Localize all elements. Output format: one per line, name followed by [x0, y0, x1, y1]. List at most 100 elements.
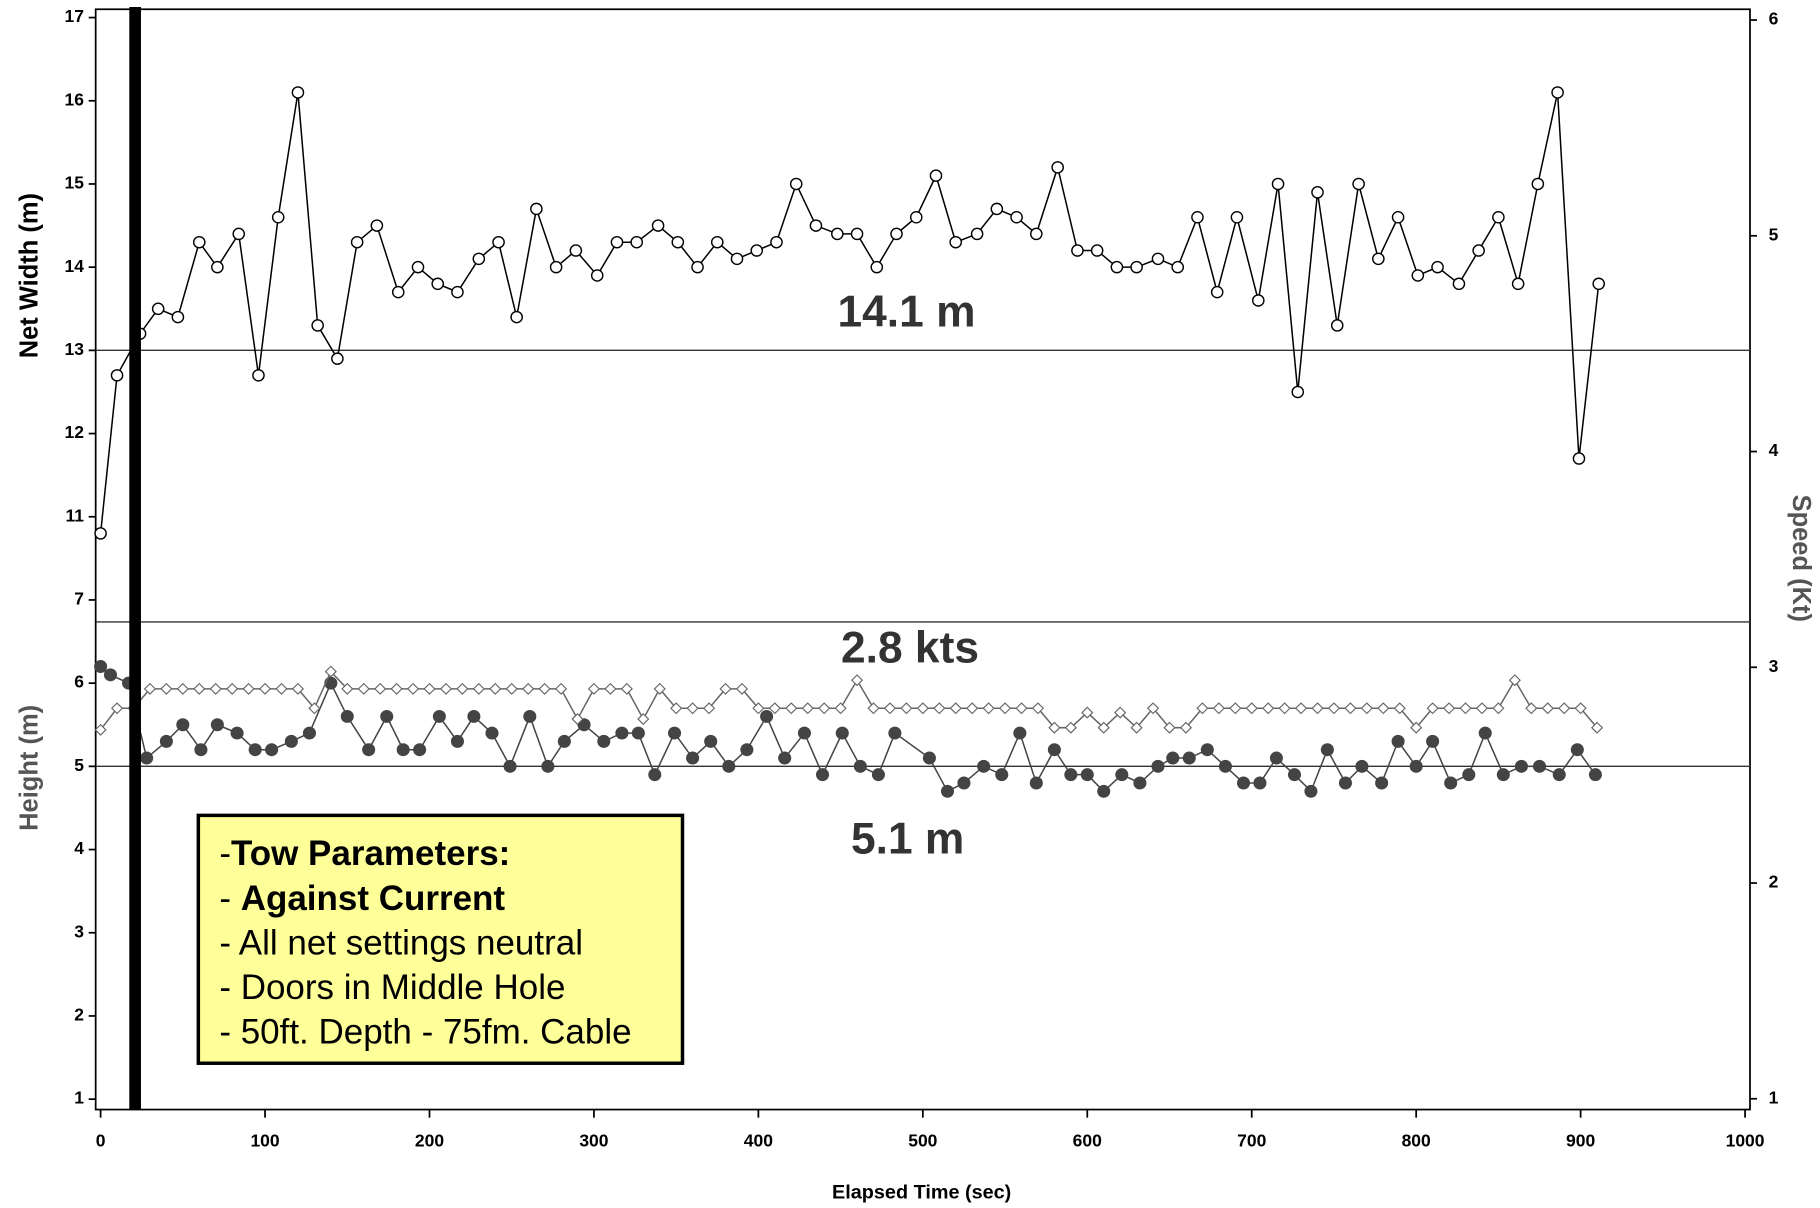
point-marker — [103, 668, 118, 682]
point-marker — [1478, 726, 1492, 740]
diamond-marker — [916, 702, 929, 715]
diamond-marker — [374, 682, 387, 695]
diamond-marker — [1278, 702, 1291, 715]
diamond-marker — [998, 702, 1012, 715]
point-marker — [1409, 759, 1423, 773]
point-marker — [1572, 452, 1586, 465]
point-marker — [176, 718, 190, 732]
diamond-marker — [489, 682, 502, 695]
diamond-marker — [818, 702, 831, 715]
y2-tick-label: 2 — [1769, 872, 1779, 892]
diamond-marker — [834, 702, 847, 715]
diamond-marker — [900, 702, 913, 715]
diamond-marker — [933, 702, 946, 715]
y-tick-label: 3 — [74, 921, 84, 941]
diamond-marker — [1574, 702, 1587, 715]
x-tick-label: 0 — [96, 1131, 106, 1151]
point-marker — [1097, 784, 1111, 798]
diamond-marker — [1229, 702, 1242, 715]
point-marker — [1431, 260, 1444, 274]
point-marker — [691, 260, 704, 274]
height-axis-title: Height (m) — [15, 705, 43, 831]
diamond-marker — [1393, 702, 1406, 715]
diamond-marker — [1081, 706, 1094, 719]
point-marker — [809, 219, 823, 232]
diamond-marker — [439, 682, 453, 695]
point-marker — [970, 227, 984, 241]
diamond-marker — [571, 713, 584, 726]
diamond-marker — [1064, 721, 1077, 734]
diamond-marker — [258, 682, 272, 695]
diamond-marker — [1146, 702, 1160, 715]
y-tick-label: 14 — [65, 256, 85, 276]
point-marker — [467, 709, 481, 723]
point-marker — [210, 718, 224, 732]
point-marker — [870, 260, 884, 274]
text-box-part: Against Current — [241, 879, 506, 918]
point-marker — [631, 726, 645, 740]
series-line — [99, 92, 1600, 534]
point-marker — [302, 726, 316, 740]
point-marker — [1269, 751, 1283, 765]
y2-tick-label: 4 — [1769, 440, 1779, 460]
point-marker — [380, 709, 394, 723]
point-marker — [485, 726, 499, 740]
point-marker — [1291, 385, 1305, 399]
diamond-marker — [801, 702, 814, 715]
diamond-marker — [1508, 674, 1521, 687]
point-marker — [432, 709, 446, 723]
diamond-marker — [538, 682, 551, 695]
diamond-marker — [1212, 702, 1225, 715]
point-marker — [1338, 776, 1352, 790]
diamond-marker — [785, 702, 798, 715]
point-marker — [396, 743, 410, 757]
point-marker — [1391, 210, 1405, 224]
text-box-line: - Against Current — [219, 879, 505, 918]
x-axis-title: Elapsed Time (sec) — [832, 1182, 1011, 1204]
x-tick-label: 600 — [1073, 1131, 1102, 1151]
y-tick-label: 7 — [74, 589, 84, 609]
point-marker — [730, 252, 744, 266]
point-marker — [1218, 759, 1232, 773]
y-tick-label: 4 — [74, 838, 84, 858]
text-box-part: - — [219, 834, 231, 873]
diamond-marker — [160, 682, 173, 695]
diamond-marker — [735, 682, 749, 695]
diamond-marker — [966, 702, 979, 715]
point-marker — [1253, 776, 1267, 790]
point-marker — [590, 269, 604, 282]
point-marker — [1592, 277, 1606, 291]
point-marker — [1130, 260, 1143, 274]
point-marker — [1588, 768, 1602, 782]
text-box-line: - 50ft. Depth - 75fm. Cable — [219, 1013, 631, 1052]
point-marker — [1080, 768, 1094, 782]
diamond-marker — [1426, 702, 1439, 715]
diamond-marker — [1377, 702, 1390, 715]
text-box-part: - All net settings neutral — [219, 923, 583, 962]
point-marker — [110, 369, 124, 382]
point-marker — [230, 726, 244, 740]
x-tick-label: 300 — [579, 1131, 608, 1151]
point-marker — [740, 743, 754, 757]
point-marker — [1511, 277, 1525, 291]
point-marker — [1531, 177, 1545, 191]
diamond-marker — [456, 682, 469, 695]
point-marker — [1010, 210, 1023, 224]
point-marker — [835, 726, 849, 740]
point-marker — [1171, 260, 1185, 274]
diamond-marker — [1344, 702, 1357, 715]
diamond-marker — [1442, 702, 1456, 715]
diamond-marker — [719, 682, 732, 695]
y-tick-label: 1 — [74, 1088, 84, 1108]
diamond-marker — [423, 682, 436, 695]
point-marker — [977, 759, 991, 773]
point-marker — [1030, 227, 1043, 241]
point-marker — [1552, 768, 1566, 782]
y2-tick-label: 1 — [1769, 1087, 1779, 1107]
diamond-marker — [1031, 702, 1045, 715]
text-box-part: - — [219, 879, 240, 918]
diamond-marker — [554, 682, 568, 695]
diamond-marker — [620, 682, 633, 695]
point-marker — [1514, 759, 1528, 773]
point-marker — [1452, 277, 1466, 291]
